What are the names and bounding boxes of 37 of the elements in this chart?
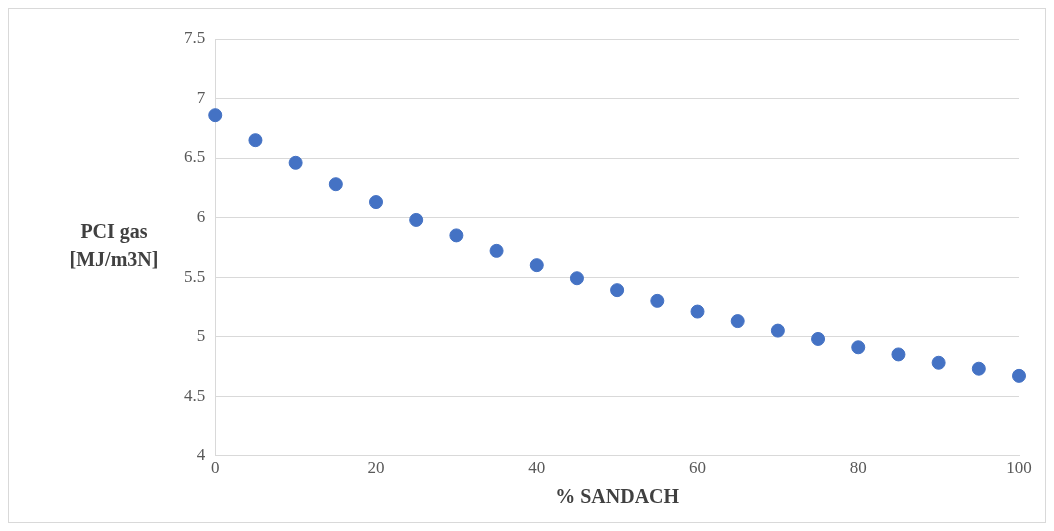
y-tick-label: 7 bbox=[196, 87, 206, 107]
point bbox=[369, 195, 383, 210]
y-tick-label: 5 bbox=[196, 326, 206, 346]
x-tick-label: 20 bbox=[367, 458, 385, 478]
y-axis-title: PCI gas [MJ/m3N] bbox=[69, 220, 159, 271]
point bbox=[690, 304, 705, 319]
y-tick-label: 4.5 bbox=[184, 385, 206, 405]
point bbox=[489, 243, 504, 258]
point bbox=[891, 347, 906, 362]
point bbox=[288, 155, 303, 170]
x-tick-label: 80 bbox=[849, 458, 867, 478]
point bbox=[208, 108, 223, 123]
y-tick-label: 7.5 bbox=[184, 28, 206, 48]
x-tick-label: 100 bbox=[1006, 458, 1032, 478]
y-tick-label: 6.5 bbox=[184, 147, 206, 167]
point bbox=[931, 355, 946, 370]
point bbox=[770, 323, 785, 338]
point bbox=[610, 283, 625, 298]
point bbox=[529, 258, 544, 273]
point bbox=[569, 271, 584, 286]
x-tick-label: 40 bbox=[528, 458, 546, 478]
point bbox=[650, 293, 665, 308]
x-axis-title: % SANDACH bbox=[555, 485, 680, 508]
point bbox=[328, 177, 343, 192]
y-tick-label: 5.5 bbox=[184, 266, 206, 286]
point bbox=[409, 212, 424, 227]
point bbox=[851, 340, 866, 355]
x-tick-label: 0 bbox=[211, 458, 220, 478]
point bbox=[730, 314, 745, 329]
point bbox=[248, 133, 263, 148]
point bbox=[449, 228, 464, 243]
point bbox=[811, 331, 826, 346]
x-tick-label: 60 bbox=[689, 458, 706, 478]
point bbox=[1012, 368, 1026, 383]
y-tick-label: 4 bbox=[196, 445, 206, 465]
point bbox=[971, 361, 986, 376]
y-tick-label: 6 bbox=[196, 207, 206, 227]
